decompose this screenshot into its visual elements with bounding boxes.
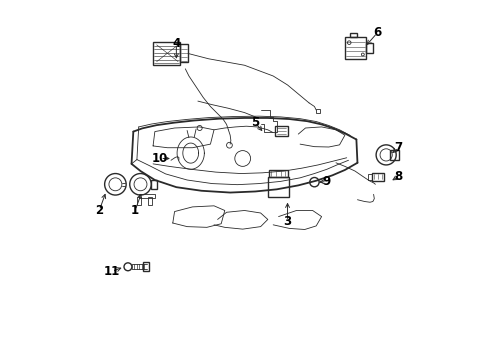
Bar bbox=[349, 33, 357, 37]
Text: 10: 10 bbox=[152, 152, 168, 165]
Text: 7: 7 bbox=[394, 141, 402, 154]
Text: 11: 11 bbox=[103, 265, 120, 278]
Text: 3: 3 bbox=[283, 215, 291, 228]
Bar bbox=[366, 42, 372, 53]
Bar bbox=[389, 150, 398, 159]
Bar bbox=[274, 126, 287, 136]
Bar bbox=[267, 177, 289, 197]
Bar bbox=[153, 42, 180, 65]
Bar bbox=[139, 194, 155, 198]
Text: 4: 4 bbox=[172, 37, 180, 50]
Bar bbox=[180, 44, 187, 62]
Text: 2: 2 bbox=[95, 204, 103, 217]
Text: 1: 1 bbox=[131, 204, 139, 217]
Bar bbox=[371, 173, 384, 181]
Bar bbox=[344, 37, 366, 59]
Bar bbox=[137, 197, 141, 205]
Bar bbox=[268, 170, 287, 177]
Text: 9: 9 bbox=[322, 175, 330, 188]
Bar bbox=[367, 174, 371, 180]
Bar bbox=[147, 197, 152, 205]
Text: 5: 5 bbox=[251, 116, 259, 129]
Bar bbox=[142, 262, 149, 271]
Bar bbox=[150, 180, 157, 189]
Text: 8: 8 bbox=[394, 170, 402, 183]
Text: 6: 6 bbox=[372, 27, 381, 40]
Bar bbox=[315, 109, 319, 113]
